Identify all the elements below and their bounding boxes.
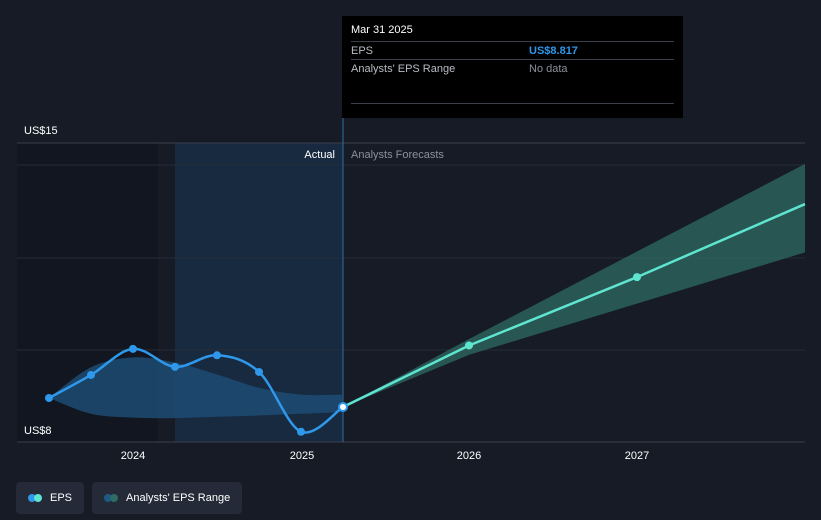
tooltip-eps-value: US$8.817: [529, 44, 578, 57]
data-tooltip: Mar 31 2025 EPS US$8.817 Analysts' EPS R…: [342, 16, 683, 118]
background-layer: [17, 143, 343, 442]
eps-point[interactable]: [297, 427, 305, 436]
eps-point[interactable]: [171, 362, 179, 371]
chart-legend: EPS Analysts' EPS Range: [16, 482, 243, 514]
y-axis-label-min: US$8: [24, 425, 52, 437]
eps-legend-icon: [28, 494, 43, 502]
series-line-0: [48, 347, 344, 434]
series-line-1: [342, 202, 806, 409]
tooltip-range-label: Analysts' EPS Range: [351, 62, 456, 75]
series-lines: [48, 202, 806, 434]
eps-point[interactable]: [255, 367, 263, 376]
eps-point[interactable]: [129, 344, 137, 353]
series-points[interactable]: [45, 273, 641, 436]
tooltip-range-value: No data: [529, 62, 568, 75]
legend-eps-label: EPS: [50, 492, 73, 504]
range-legend-icon: [104, 494, 119, 502]
legend-item-range[interactable]: Analysts' EPS Range: [92, 482, 243, 514]
forecast-region-label: Analysts Forecasts: [351, 149, 444, 161]
eps-point[interactable]: [87, 370, 95, 379]
x-tick-label-2027: 2027: [625, 450, 649, 462]
eps-point[interactable]: [213, 351, 221, 360]
axis-labels: US$15 US$8 2024 2025 2026 2027 Actual An…: [24, 125, 649, 462]
legend-item-eps[interactable]: EPS: [16, 482, 85, 514]
legend-range-label: Analysts' EPS Range: [126, 492, 231, 504]
range-band-0: [49, 357, 343, 419]
range-bands: [49, 163, 805, 419]
eps-point[interactable]: [45, 394, 53, 403]
highlight-point[interactable]: [338, 401, 348, 412]
x-tick-label-2026: 2026: [457, 450, 481, 462]
actual-region-label: Actual: [304, 149, 335, 161]
x-tick-label-2025: 2025: [290, 450, 314, 462]
range-band-1: [343, 163, 805, 407]
y-axis-label-max: US$15: [24, 125, 58, 137]
tooltip-row-eps: EPS US$8.817: [351, 41, 674, 59]
tooltip-eps-label: EPS: [351, 44, 374, 57]
forecast-point[interactable]: [633, 273, 641, 282]
forecast-point[interactable]: [465, 341, 473, 350]
tooltip-divider: [351, 77, 674, 104]
tooltip-row-range: Analysts' EPS Range No data: [351, 59, 674, 77]
x-tick-label-2024: 2024: [121, 450, 145, 462]
tooltip-date: Mar 31 2025: [351, 24, 413, 36]
